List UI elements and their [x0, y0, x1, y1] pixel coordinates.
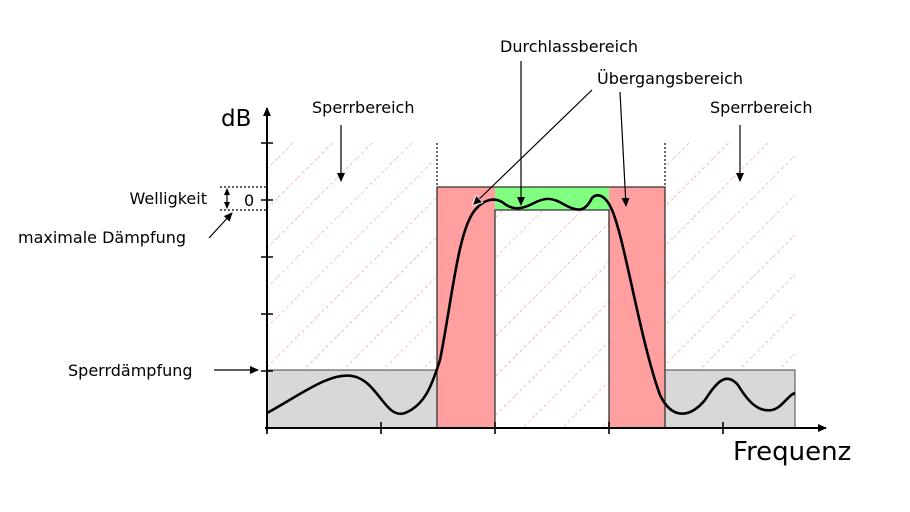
label-stopband-left: Sperrbereich: [312, 98, 414, 117]
label-transition: Übergangsbereich: [597, 69, 743, 88]
stopband-right-forbidden: [665, 143, 795, 370]
zero-tick-label: 0: [244, 191, 254, 210]
dotted-guides: [220, 143, 666, 211]
stopband-left-forbidden: [267, 143, 437, 370]
arrow-max-attenuation: [208, 212, 233, 239]
transition-band-left: [437, 187, 495, 428]
label-max-attenuation: maximale Dämpfung: [18, 228, 186, 247]
passband-outline: [436, 186, 666, 428]
y-axis-label: dB: [221, 106, 251, 132]
y-ticks: [261, 142, 273, 372]
arrow-transition-left: [473, 89, 593, 205]
stopband-left-region: [266, 369, 438, 429]
x-ticks: [266, 422, 724, 434]
label-ripple: Welligkeit: [130, 189, 207, 208]
arrow-transition-right: [619, 91, 630, 207]
label-stopband-right: Sperrbereich: [710, 98, 812, 117]
filter-response-curve: [266, 194, 796, 416]
label-stopband-attenuation: Sperrdämpfung: [68, 361, 193, 380]
label-passband: Durchlassbereich: [500, 37, 638, 56]
passband-forbidden: [495, 210, 609, 428]
x-axis-label: Frequenz: [733, 437, 851, 467]
